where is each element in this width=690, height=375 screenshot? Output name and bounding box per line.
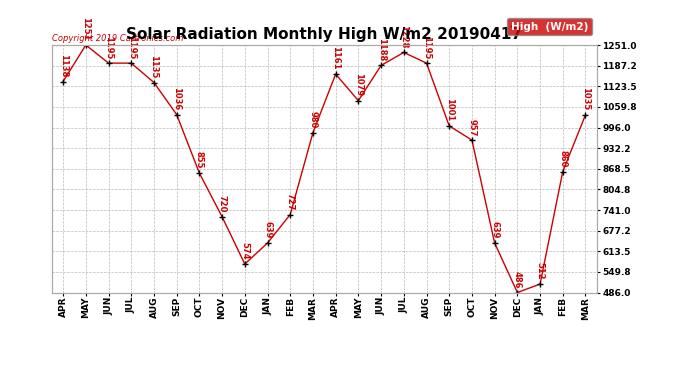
Text: 1001: 1001 [445,99,454,122]
Text: 639: 639 [263,222,272,239]
Text: 727: 727 [286,193,295,210]
Text: 1079: 1079 [354,74,363,96]
Text: 980: 980 [308,111,317,129]
Text: 574: 574 [240,242,249,260]
Text: 1138: 1138 [59,54,68,77]
Text: 855: 855 [195,152,204,169]
Text: 1036: 1036 [172,87,181,110]
Text: 1195: 1195 [127,36,136,59]
Text: 639: 639 [490,222,499,239]
Text: 486: 486 [513,271,522,288]
Text: 720: 720 [217,195,226,213]
Text: 1195: 1195 [104,36,113,59]
Text: 512: 512 [535,262,544,280]
Text: Copyright 2019 Cartronics.com: Copyright 2019 Cartronics.com [52,33,183,42]
Text: 860: 860 [558,150,567,167]
Text: 1188: 1188 [377,38,386,61]
Text: 1195: 1195 [422,36,431,59]
Text: 957: 957 [467,118,476,136]
Text: 1161: 1161 [331,46,340,70]
Legend: High  (W/m2): High (W/m2) [507,18,591,35]
Text: 1135: 1135 [150,55,159,78]
Text: 1035: 1035 [581,87,590,111]
Text: 1228: 1228 [400,25,408,48]
Text: 1251: 1251 [81,17,90,41]
Title: Solar Radiation Monthly High W/m2 20190417: Solar Radiation Monthly High W/m2 201904… [126,27,522,42]
